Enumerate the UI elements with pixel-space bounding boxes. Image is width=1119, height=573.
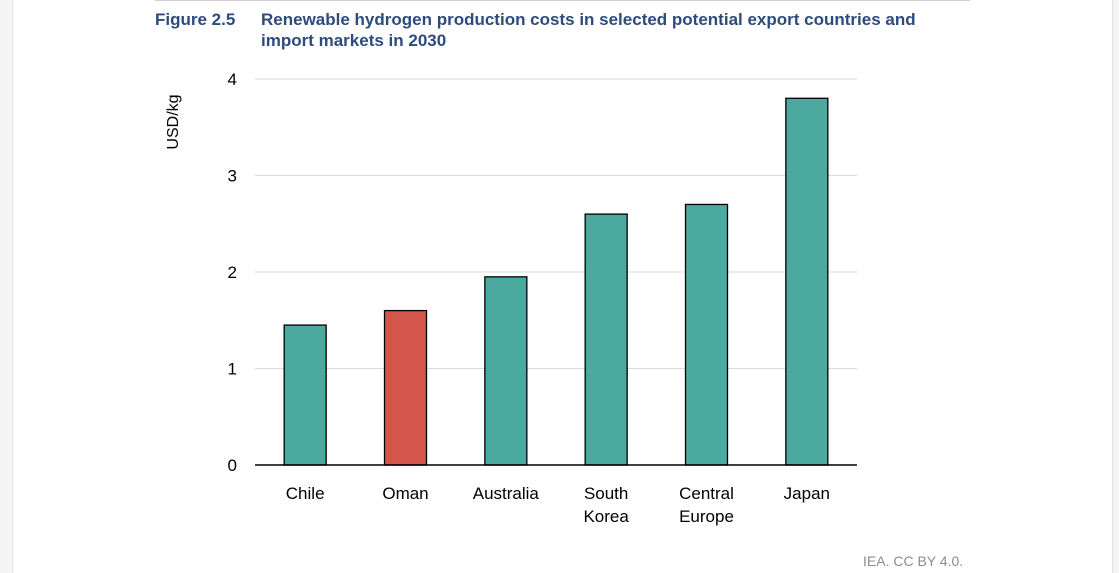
bar-0 (283, 324, 327, 466)
x-tick-label-line: Europe (679, 507, 734, 526)
y-tick-label: 0 (228, 456, 237, 475)
x-tick-label-line: South (584, 484, 628, 503)
x-tick-label: Chile (286, 484, 325, 503)
y-tick-label: 2 (228, 263, 237, 282)
x-tick-label-line: Korea (583, 507, 629, 526)
x-tick-label: Oman (382, 484, 428, 503)
y-axis-title: USD/kg (165, 94, 182, 149)
x-tick-label: Australia (473, 484, 540, 503)
x-tick-label: Japan (784, 484, 830, 503)
x-tick-label-line: Japan (784, 484, 830, 503)
gridlines (255, 78, 857, 369)
x-tick-label-line: Chile (286, 484, 325, 503)
x-tick-label: South Korea (583, 484, 629, 526)
bar-3 (584, 213, 628, 466)
bar-4 (684, 203, 729, 466)
bar-5 (785, 97, 829, 466)
y-tick-label: 4 (228, 70, 237, 89)
x-tick-label-line: Oman (382, 484, 428, 503)
bar-2 (484, 276, 528, 466)
source-note: IEA. CC BY 4.0. (863, 553, 964, 569)
figure-number: Figure 2.5 (155, 10, 236, 29)
top-rule (155, 0, 970, 1)
y-tick-label: 1 (228, 360, 237, 379)
document-sheet (12, 0, 1113, 573)
axis-labels: 0 1 2 3 4 USD/kg Chile Oman Australia South Korea C… (165, 70, 830, 526)
bar-1 (383, 309, 428, 466)
y-tick-label: 3 (228, 167, 237, 186)
x-tick-label-line: Australia (473, 484, 540, 503)
x-tick-label: Central Europe (679, 484, 734, 526)
x-tick-label-line: Central (679, 484, 734, 503)
figure-title: Renewable hydrogen production costs in s… (261, 10, 916, 50)
bars (283, 97, 829, 466)
